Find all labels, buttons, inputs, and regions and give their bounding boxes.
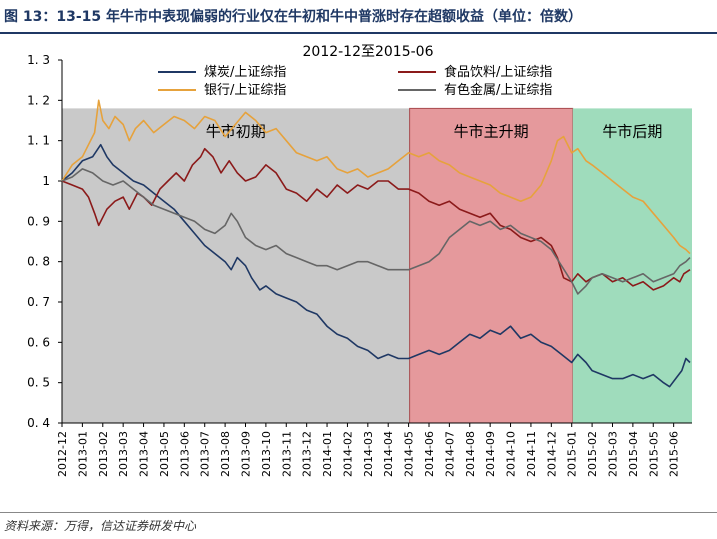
legend-label: 银行/上证综指 [204, 83, 286, 98]
x-tick-label: 2015-03 [606, 431, 619, 477]
x-tick-label: 2014-01 [321, 431, 334, 477]
phase-label: 牛市后期 [602, 122, 662, 140]
x-tick-label: 2013-02 [97, 431, 110, 477]
header-rule [0, 32, 717, 34]
y-tick-label: 0. 4 [27, 416, 50, 430]
phase-backgrounds: 牛市初期 牛市主升期 牛市后期 [62, 107, 692, 424]
x-tick-label: 2013-11 [280, 431, 293, 477]
figure-title: 图 13：13-15 年牛市中表现偏弱的行业仅在牛初和牛中普涨时存在超额收益（单… [4, 9, 583, 25]
y-tick-label: 1. 1 [27, 134, 50, 148]
y-tick-label: 0. 6 [27, 335, 50, 349]
x-tick-label: 2013-06 [178, 431, 191, 477]
x-tick-label: 2013-09 [239, 431, 252, 477]
y-tick-label: 0. 5 [27, 376, 50, 390]
x-tick-label: 2015-01 [566, 431, 579, 477]
x-tick-label: 2013-05 [158, 431, 171, 477]
axes: 0. 4 0. 5 0. 6 0. 7 0. 8 0. 9 1 1. 1 1. 2 1. 3 201… [27, 53, 692, 477]
source-note: 资料来源：万得，信达证券研发中心 [4, 519, 197, 533]
chart-title: 2012-12至2015-06 [303, 44, 434, 60]
series-line [61, 147, 691, 291]
x-tick-label: 2014-02 [341, 431, 354, 477]
legend-label: 煤炭/上证综指 [204, 65, 286, 80]
x-tick-label: 2014-03 [362, 431, 375, 477]
phase-label: 牛市主升期 [454, 122, 529, 140]
phase-label: 牛市初期 [206, 122, 266, 140]
x-tick-label: 2013-08 [219, 431, 232, 477]
x-tick-label: 2013-10 [260, 431, 273, 477]
series-line [61, 143, 691, 388]
phase-region [62, 108, 410, 424]
x-tick-label: 2014-11 [525, 431, 538, 477]
y-tick-label: 0. 8 [27, 255, 50, 269]
x-tick-label: 2014-08 [464, 431, 477, 477]
y-tick-label: 1. 3 [27, 53, 50, 67]
x-tick-label: 2014-09 [484, 431, 497, 477]
series-line [61, 99, 691, 255]
x-tick-label: 2014-10 [505, 431, 518, 477]
x-tick-label: 2015-04 [627, 431, 640, 477]
x-tick-label: 2015-05 [647, 431, 660, 477]
y-tick-label: 0. 9 [27, 214, 50, 228]
x-tick-label: 2015-02 [586, 431, 599, 477]
phase-region [409, 107, 574, 424]
series-lines [61, 99, 691, 388]
x-tick-label: 2013-04 [138, 431, 151, 477]
line-chart: 2012-12至2015-06 牛市初期 牛市主升期 牛市后期 0. 40. 50.… [27, 44, 692, 477]
legend-label: 食品饮料/上证综指 [444, 64, 552, 80]
x-tick-label: 2013-07 [199, 431, 212, 477]
x-tick-label: 2014-07 [443, 431, 456, 477]
y-tick-label: 1. 2 [27, 93, 50, 107]
y-tick-label: 0. 7 [27, 295, 50, 309]
x-tick-label: 2013-03 [117, 431, 130, 477]
legend-label: 有色金属/上证综指 [444, 82, 552, 98]
series-line [61, 168, 691, 295]
x-tick-label: 2013-12 [301, 431, 314, 477]
x-tick-label: 2014-04 [382, 431, 395, 477]
figure-header: 图 13：13-15 年牛市中表现偏弱的行业仅在牛初和牛中普涨时存在超额收益（单… [0, 0, 717, 34]
x-tick-label: 2014-05 [403, 431, 416, 477]
y-tick-label: 1 [42, 174, 50, 188]
x-tick-label: 2015-06 [668, 431, 681, 477]
x-tick-label: 2014-12 [545, 431, 558, 477]
phase-region [572, 108, 692, 424]
x-tick-label: 2014-06 [423, 431, 436, 477]
footer-rule [0, 512, 717, 513]
x-tick-label: 2012-12 [56, 431, 69, 477]
x-tick-label: 2013-01 [76, 431, 89, 477]
